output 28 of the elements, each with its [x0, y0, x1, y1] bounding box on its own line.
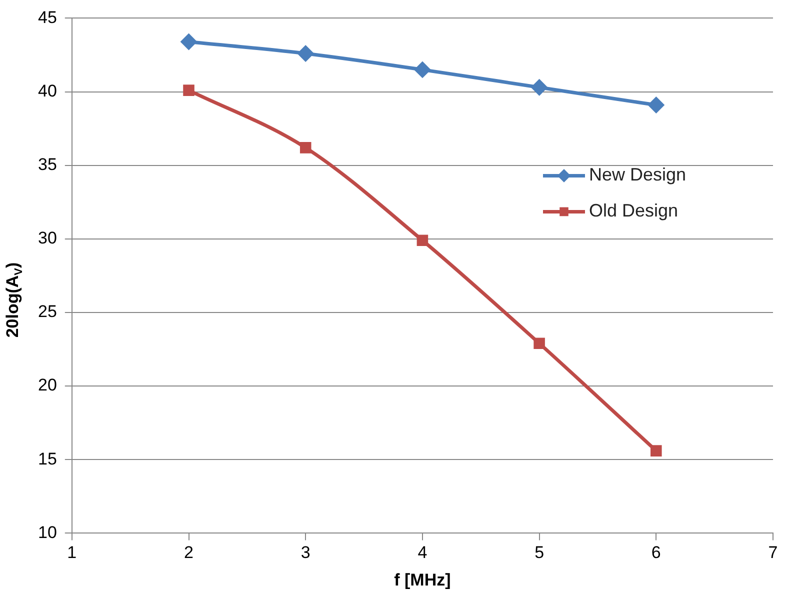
point — [183, 84, 194, 96]
y-tick-label: 10 — [38, 522, 57, 542]
point — [414, 62, 430, 78]
y-tick-label: 35 — [38, 155, 57, 174]
point — [650, 445, 662, 456]
x-tick-label: 6 — [651, 543, 661, 562]
legend-label: New Design — [589, 164, 686, 185]
legend-label: Old Design — [589, 200, 678, 221]
y-tick-label: 30 — [38, 228, 57, 248]
y-tick-label: 45 — [38, 8, 57, 27]
point — [416, 234, 428, 246]
x-tick-label: 4 — [418, 543, 428, 562]
point — [532, 80, 548, 96]
point — [300, 142, 312, 154]
point — [298, 46, 314, 62]
y-tick-label: 20 — [38, 376, 57, 395]
point — [648, 97, 664, 113]
x-tick-label: 5 — [534, 543, 544, 562]
point — [181, 34, 197, 50]
x-axis-title: f [MHz] — [394, 570, 451, 590]
x-tick-label: 7 — [768, 543, 778, 562]
point — [534, 338, 545, 350]
x-tick-label: 1 — [67, 543, 77, 562]
y-tick-label: 25 — [38, 302, 57, 322]
x-tick-label: 3 — [300, 543, 310, 562]
y-tick-label: 15 — [38, 449, 57, 468]
x-tick-label: 2 — [184, 543, 194, 562]
y-tick-label: 40 — [38, 81, 57, 100]
